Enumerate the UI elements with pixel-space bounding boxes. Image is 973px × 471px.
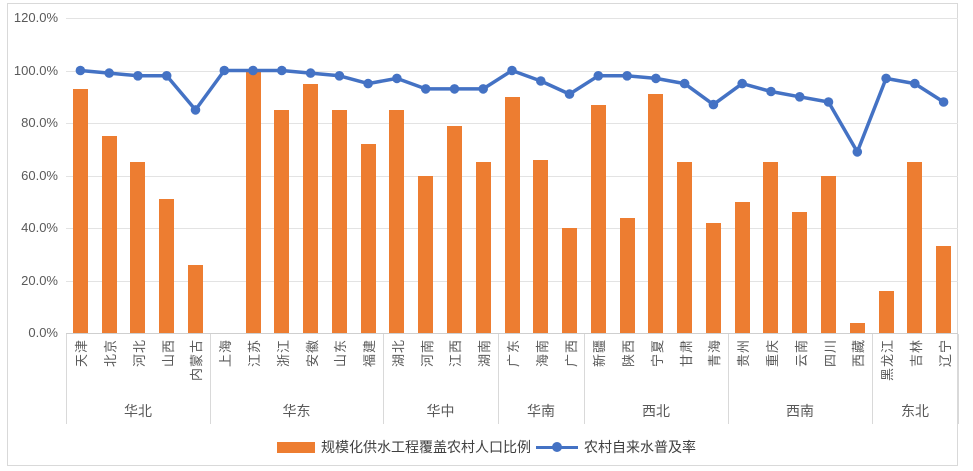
category-label: 重庆 <box>764 339 780 368</box>
category-label: 新疆 <box>591 339 607 368</box>
bar <box>130 162 145 333</box>
bar <box>476 162 491 333</box>
bar <box>850 322 865 333</box>
category-label: 上海 <box>217 339 233 368</box>
bar <box>159 199 174 333</box>
bar <box>936 246 951 333</box>
category-label: 山西 <box>160 339 176 368</box>
category-label: 湖北 <box>390 339 406 368</box>
y-axis-tick-label: 20.0% <box>21 273 58 288</box>
region-label: 华北 <box>124 403 152 419</box>
y-axis-tick-label: 40.0% <box>21 220 58 235</box>
category-label: 四川 <box>822 339 838 368</box>
region-label: 华东 <box>282 403 311 419</box>
bar <box>821 175 836 333</box>
bar <box>361 144 376 333</box>
category-label: 山东 <box>332 339 348 368</box>
category-label: 云南 <box>793 339 809 368</box>
bar <box>418 175 433 333</box>
category-label: 贵州 <box>735 339 751 368</box>
bar <box>763 162 778 333</box>
category-label: 吉林 <box>908 339 924 368</box>
region-divider <box>958 334 959 424</box>
category-label: 辽宁 <box>937 339 953 368</box>
category-label: 西藏 <box>850 339 866 368</box>
category-label: 内蒙古 <box>188 339 204 382</box>
bar <box>648 94 663 333</box>
bar <box>102 136 117 333</box>
category-label: 陕西 <box>620 339 636 368</box>
legend-bar-label: 规模化供水工程覆盖农村人口比例 <box>321 439 531 455</box>
region-divider <box>498 334 499 424</box>
category-label: 江西 <box>447 339 463 368</box>
region-label: 华中 <box>426 403 455 419</box>
region-label: 西南 <box>786 403 814 419</box>
bar <box>879 291 894 333</box>
region-divider <box>66 334 67 424</box>
category-label: 广东 <box>505 339 521 368</box>
bar <box>706 222 721 333</box>
region-divider <box>872 334 873 424</box>
region-label: 东北 <box>901 403 929 419</box>
category-label: 福建 <box>361 339 377 368</box>
category-label: 黑龙江 <box>879 339 895 382</box>
category-label: 安徽 <box>304 339 320 368</box>
category-label: 河南 <box>419 339 435 368</box>
y-axis-tick-label: 60.0% <box>21 168 58 183</box>
category-label: 广西 <box>563 339 579 368</box>
category-label: 天津 <box>73 339 89 368</box>
region-divider <box>584 334 585 424</box>
bar <box>303 83 318 333</box>
bar <box>73 88 88 333</box>
category-label: 海南 <box>534 339 550 368</box>
category-label: 青海 <box>706 339 722 368</box>
region-divider <box>210 334 211 424</box>
category-label: 河北 <box>131 339 147 368</box>
y-axis-tick-label: 120.0% <box>13 10 58 25</box>
bar <box>620 217 635 333</box>
y-axis-tick-label: 100.0% <box>13 63 58 78</box>
category-label: 浙江 <box>275 339 291 368</box>
bar <box>562 228 577 333</box>
bar <box>188 264 203 333</box>
bar <box>907 162 922 333</box>
y-axis-tick-label: 0.0% <box>28 325 58 340</box>
legend: 规模化供水工程覆盖农村人口比例 农村自来水普及率 <box>0 434 973 460</box>
bar <box>591 104 606 333</box>
gridline <box>66 18 958 19</box>
legend-bar-swatch-icon <box>277 441 315 453</box>
bar <box>792 212 807 333</box>
legend-line-dot-icon <box>552 442 562 452</box>
bar <box>332 109 347 333</box>
category-label: 湖南 <box>476 339 492 368</box>
bar <box>735 201 750 333</box>
gridline <box>66 333 958 334</box>
region-label: 西北 <box>642 403 670 419</box>
region-divider <box>383 334 384 424</box>
gridline <box>66 71 958 72</box>
legend-item-line: 农村自来水普及率 <box>536 437 696 457</box>
legend-line-label: 农村自来水普及率 <box>584 439 696 455</box>
legend-item-bar: 规模化供水工程覆盖农村人口比例 <box>277 437 531 457</box>
bar <box>389 109 404 333</box>
bar <box>533 159 548 333</box>
legend-line-swatch-icon <box>536 442 578 453</box>
region-label: 华南 <box>527 403 555 419</box>
category-label: 北京 <box>102 339 118 368</box>
bar <box>447 125 462 333</box>
category-label: 甘肃 <box>678 339 694 368</box>
region-divider <box>728 334 729 424</box>
bar <box>246 70 261 333</box>
y-axis-tick-label: 80.0% <box>21 115 58 130</box>
bar <box>505 96 520 333</box>
chart-frame <box>7 3 958 466</box>
category-label: 江苏 <box>246 339 262 368</box>
bar <box>677 162 692 333</box>
bar <box>274 109 289 333</box>
category-label: 宁夏 <box>649 339 665 368</box>
